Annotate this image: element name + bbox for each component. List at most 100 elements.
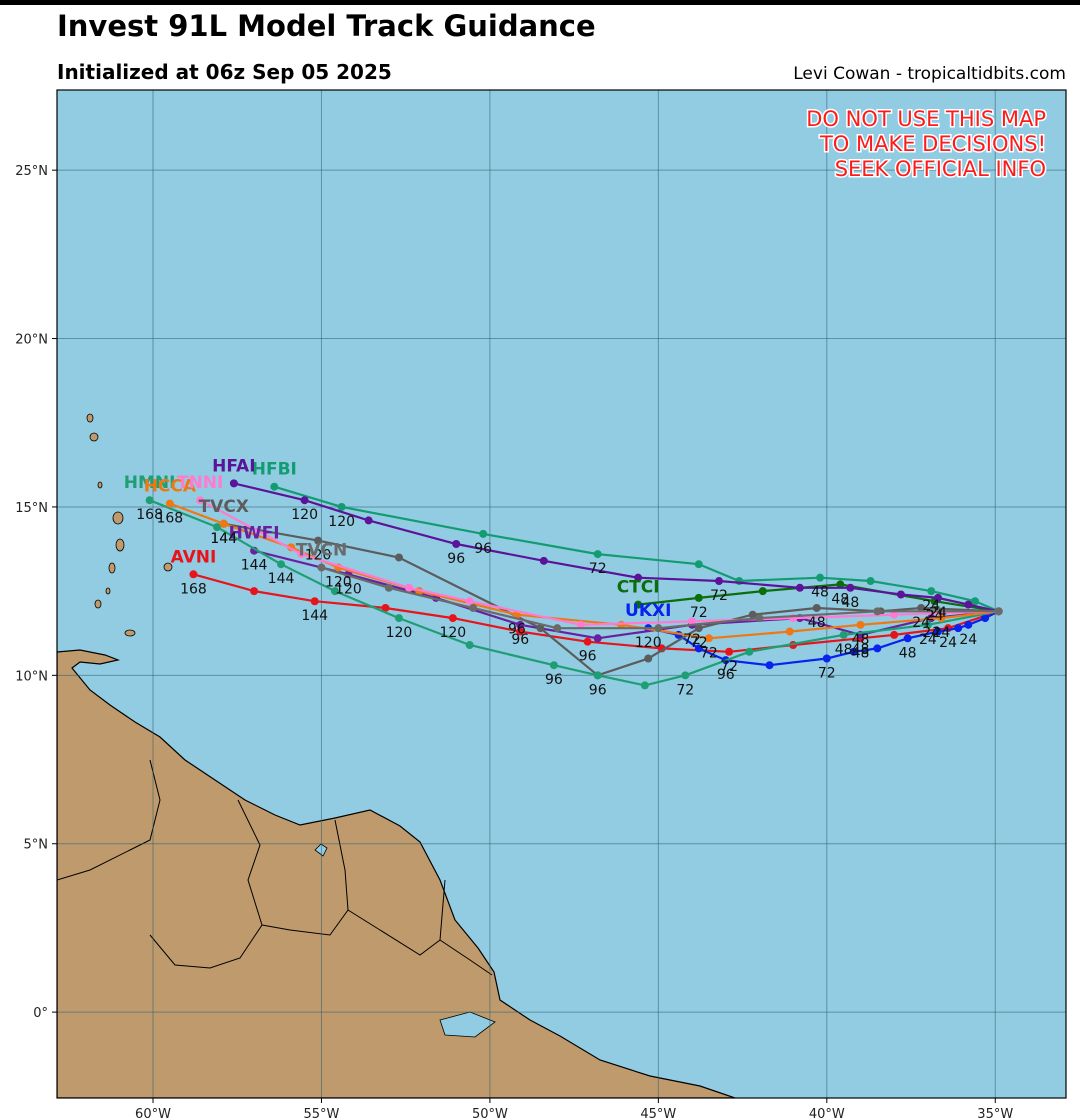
track-point (394, 553, 403, 562)
track-name: HCCA (144, 477, 197, 497)
y-tick-label: 25°N (15, 164, 48, 179)
track-name: TVCX (199, 497, 249, 517)
track-name: HFBI (252, 460, 297, 480)
track-point (317, 563, 326, 572)
warning-line: DO NOT USE THIS MAP (806, 107, 1046, 131)
hour-label: 120 (305, 548, 332, 564)
track-point (229, 479, 238, 488)
hour-label: 96 (508, 622, 526, 638)
track-point (270, 482, 279, 491)
hour-label: 120 (335, 581, 362, 597)
hour-label: 96 (474, 541, 492, 557)
track-point (873, 607, 882, 616)
track-point (836, 580, 845, 589)
hour-label: 24 (912, 615, 930, 631)
hour-label: 168 (180, 581, 207, 597)
hour-label: 96 (717, 667, 735, 683)
track-point (745, 647, 754, 656)
track-name: HMNI (124, 473, 176, 493)
hour-label: 96 (589, 682, 607, 698)
track-point (593, 634, 602, 643)
hour-label: 96 (579, 649, 597, 665)
track-point (516, 627, 525, 636)
track-point (795, 583, 804, 592)
track-point (933, 593, 942, 602)
track-name: HWFI (229, 524, 280, 544)
track-point (765, 661, 774, 670)
hour-label: 48 (852, 645, 870, 661)
track-point (981, 614, 990, 623)
track-point (896, 590, 905, 599)
track-point (536, 624, 545, 633)
track-point (310, 597, 319, 606)
track-point (694, 560, 703, 569)
hour-label: 48 (841, 595, 859, 611)
hour-label: 120 (291, 507, 318, 523)
x-tick-label: 35°W (977, 1107, 1013, 1120)
track-point (954, 624, 963, 633)
x-tick-label: 55°W (304, 1107, 340, 1120)
track-point (903, 634, 912, 643)
track-line (321, 566, 999, 630)
tracks (145, 479, 1003, 690)
chart-title: Invest 91L Model Track Guidance (57, 9, 596, 43)
hour-label: 24 (932, 625, 950, 641)
track-point (890, 610, 899, 619)
track-point (448, 614, 457, 623)
hour-label: 144 (268, 571, 295, 587)
x-tick-label: 60°W (135, 1107, 171, 1120)
river-mouth (439, 1011, 496, 1038)
track-point (465, 641, 474, 650)
hour-label: 144 (210, 531, 237, 547)
track-point (452, 539, 461, 548)
track-point (576, 620, 585, 629)
track-point (219, 519, 228, 528)
track-point (933, 627, 942, 636)
track-point (549, 661, 558, 670)
hour-label: 168 (136, 507, 163, 523)
hour-label: 96 (511, 632, 529, 648)
track-point (866, 577, 875, 586)
y-tick-label: 15°N (15, 501, 48, 516)
hour-label: 48 (852, 632, 870, 648)
track-point (145, 496, 154, 505)
track-point (297, 550, 306, 559)
track-point (381, 603, 390, 612)
track-point (553, 624, 562, 633)
track-point (927, 587, 936, 596)
hour-label: 96 (447, 551, 465, 567)
track-point (196, 496, 205, 505)
hour-label: 48 (835, 642, 853, 658)
track-point (593, 671, 602, 680)
track-point (384, 583, 393, 592)
y-tick-label: 5°N (24, 838, 49, 853)
track-point (250, 587, 259, 596)
track-point (213, 523, 222, 532)
track-point (725, 647, 734, 656)
track-name: UKXI (625, 601, 671, 621)
hour-label: 48 (808, 615, 826, 631)
grid (57, 90, 1066, 1098)
track-point (748, 610, 757, 619)
top-bar (0, 0, 1080, 5)
track-point (479, 529, 488, 538)
track-point (849, 647, 858, 656)
track-point (634, 600, 643, 609)
track-point (189, 570, 198, 579)
track-point (405, 583, 414, 592)
track-point (873, 644, 882, 653)
track-point (714, 577, 723, 586)
track-point (694, 593, 703, 602)
x-tick-label: 50°W (472, 1107, 508, 1120)
track-point (640, 681, 649, 690)
track-point (394, 614, 403, 623)
track-point (785, 627, 794, 636)
hour-label: 72 (818, 665, 836, 681)
track-point (314, 536, 323, 545)
hour-label: 24 (939, 635, 957, 651)
track-point (890, 630, 899, 639)
hour-label: 24 (926, 608, 944, 624)
